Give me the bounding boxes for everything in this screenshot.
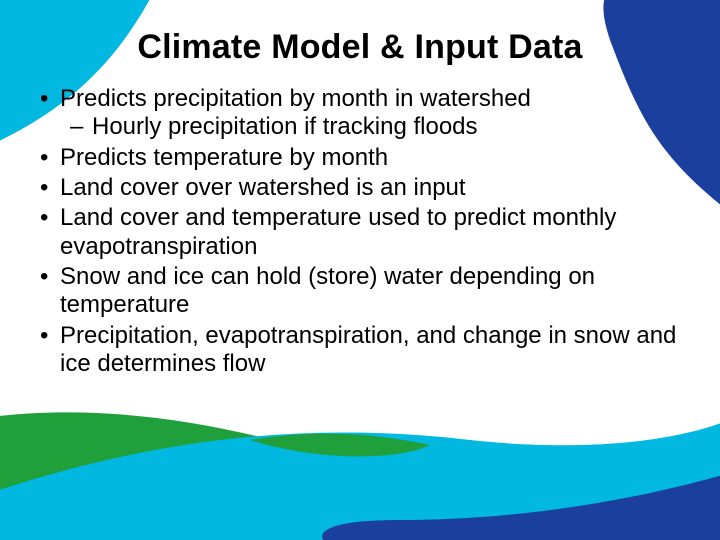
bullet-item: Predicts temperature by month bbox=[38, 144, 690, 172]
bullet-text: Snow and ice can hold (store) water depe… bbox=[60, 263, 595, 318]
slide-content: Climate Model & Input Data Predicts prec… bbox=[0, 0, 720, 378]
bullet-text: Predicts temperature by month bbox=[60, 144, 388, 171]
bullet-item: Precipitation, evapotranspiration, and c… bbox=[38, 322, 690, 379]
bullet-text: Predicts precipitation by month in water… bbox=[60, 85, 531, 112]
slide: Climate Model & Input Data Predicts prec… bbox=[0, 0, 720, 540]
sub-bullet-text: Hourly precipitation if tracking floods bbox=[92, 113, 478, 140]
bullet-item: Land cover and temperature used to predi… bbox=[38, 204, 690, 261]
bullet-item: Snow and ice can hold (store) water depe… bbox=[38, 263, 690, 320]
sub-bullet-item: Hourly precipitation if tracking floods bbox=[70, 113, 690, 141]
bullet-text: Land cover and temperature used to predi… bbox=[60, 204, 616, 259]
bullet-item: Land cover over watershed is an input bbox=[38, 174, 690, 202]
bullet-item: Predicts precipitation by month in water… bbox=[38, 85, 690, 142]
bullet-list: Predicts precipitation by month in water… bbox=[30, 85, 690, 378]
bullet-text: Land cover over watershed is an input bbox=[60, 174, 466, 201]
slide-title: Climate Model & Input Data bbox=[30, 28, 690, 67]
sub-list: Hourly precipitation if tracking floods bbox=[60, 113, 690, 141]
bullet-text: Precipitation, evapotranspiration, and c… bbox=[60, 322, 676, 377]
